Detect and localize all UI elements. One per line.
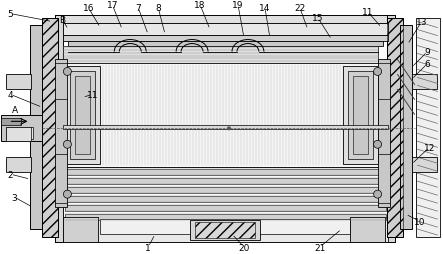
Bar xyxy=(63,217,98,242)
Bar xyxy=(6,128,31,142)
Circle shape xyxy=(63,68,71,76)
Text: B: B xyxy=(59,16,66,25)
Text: 11: 11 xyxy=(362,8,373,17)
Bar xyxy=(63,35,388,41)
Text: 19: 19 xyxy=(232,1,244,10)
Bar xyxy=(43,19,58,237)
Bar xyxy=(6,128,34,140)
Bar xyxy=(6,158,31,172)
Bar xyxy=(66,196,385,202)
Bar xyxy=(412,158,437,172)
Bar xyxy=(350,217,385,242)
Text: 16: 16 xyxy=(82,4,94,13)
Bar xyxy=(63,168,388,217)
Text: 6: 6 xyxy=(424,60,430,69)
Bar xyxy=(416,19,440,237)
Circle shape xyxy=(63,190,71,198)
Bar xyxy=(348,72,373,160)
Text: 14: 14 xyxy=(259,4,271,13)
Bar xyxy=(66,170,385,176)
Text: 13: 13 xyxy=(416,18,427,27)
Bar xyxy=(0,116,43,142)
Text: 1: 1 xyxy=(145,243,151,251)
Bar xyxy=(63,126,388,130)
Bar xyxy=(66,179,385,184)
Bar xyxy=(70,72,95,160)
Text: 17: 17 xyxy=(106,1,118,10)
Bar xyxy=(66,67,100,165)
Text: 21: 21 xyxy=(314,243,326,251)
Bar xyxy=(63,46,377,64)
Bar xyxy=(63,217,388,242)
Bar xyxy=(353,77,368,155)
Text: 4: 4 xyxy=(8,91,13,100)
Circle shape xyxy=(227,127,231,131)
Circle shape xyxy=(373,190,381,198)
Text: 11: 11 xyxy=(86,91,98,100)
Text: 12: 12 xyxy=(424,143,435,152)
Bar xyxy=(31,25,43,229)
Bar xyxy=(55,60,67,207)
Bar xyxy=(63,64,388,168)
Bar xyxy=(43,19,58,237)
Bar xyxy=(55,15,63,242)
Bar xyxy=(0,119,20,126)
Bar xyxy=(66,187,385,193)
Bar xyxy=(55,234,395,242)
Text: 15: 15 xyxy=(312,14,323,23)
Text: 3: 3 xyxy=(12,193,17,202)
Text: 7: 7 xyxy=(136,4,141,13)
Text: 20: 20 xyxy=(238,243,249,251)
Bar xyxy=(400,25,412,229)
Text: 10: 10 xyxy=(414,217,425,226)
Bar xyxy=(66,214,385,220)
Text: A: A xyxy=(12,105,18,114)
Text: 9: 9 xyxy=(424,48,430,57)
Text: 18: 18 xyxy=(194,1,206,10)
Bar xyxy=(63,24,388,35)
Circle shape xyxy=(373,141,381,149)
Bar xyxy=(55,15,395,24)
Text: 8: 8 xyxy=(155,4,161,13)
Bar xyxy=(6,75,31,90)
Bar xyxy=(387,19,403,237)
Bar xyxy=(195,222,255,238)
Bar xyxy=(66,205,385,211)
Text: 2: 2 xyxy=(8,170,13,179)
Bar xyxy=(100,219,350,234)
Bar xyxy=(387,19,403,237)
Bar xyxy=(190,220,260,240)
Circle shape xyxy=(373,68,381,76)
Bar xyxy=(412,75,437,90)
Bar xyxy=(75,77,90,155)
Text: 22: 22 xyxy=(294,4,305,13)
Bar xyxy=(387,15,395,242)
Bar xyxy=(377,60,389,207)
Bar xyxy=(343,67,377,165)
Text: 5: 5 xyxy=(8,10,13,19)
Bar xyxy=(68,41,383,46)
Circle shape xyxy=(63,141,71,149)
